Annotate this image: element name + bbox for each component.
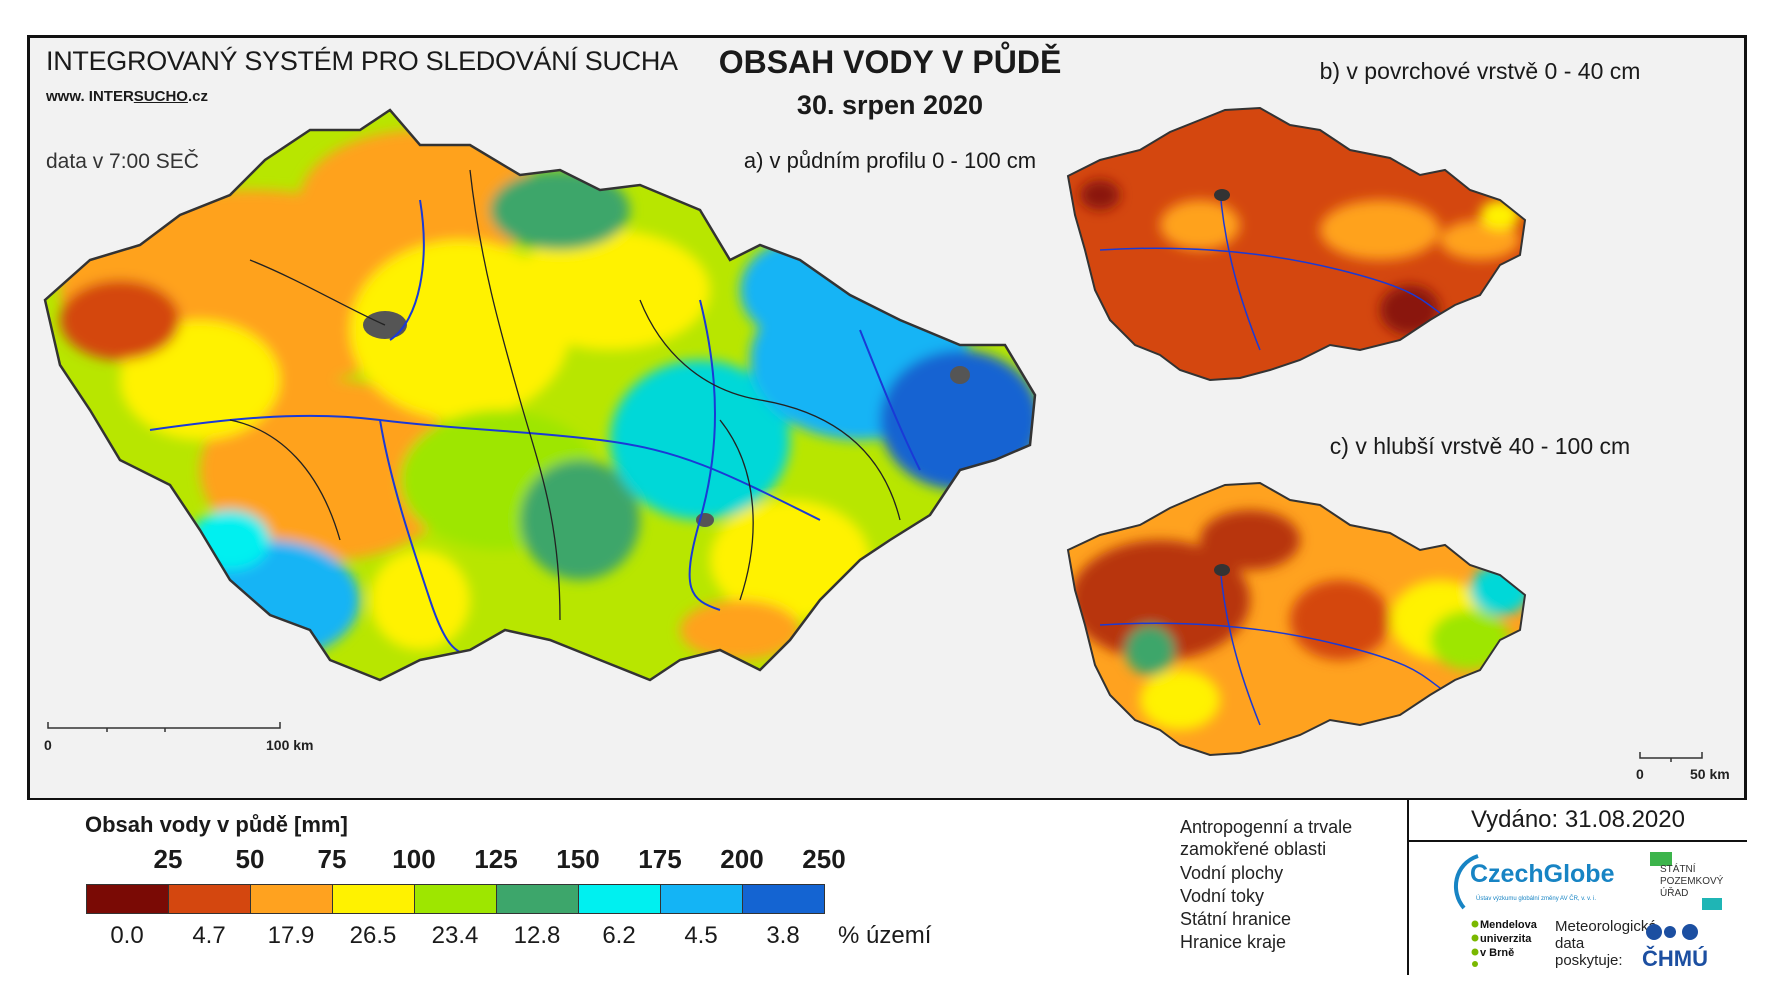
legend-state-border-label: Státní hranice xyxy=(1180,909,1292,929)
class-percent: 0.0 xyxy=(110,922,144,949)
spu-line: STÁTNÍ xyxy=(1660,864,1696,875)
issued-date: Vydáno: 31.08.2020 xyxy=(1471,806,1685,833)
meteo-line: poskytuje: xyxy=(1555,952,1623,969)
legend-swatch xyxy=(332,884,415,914)
legend-swatch xyxy=(250,884,333,914)
legend-river-label: Vodní toky xyxy=(1180,886,1265,906)
map-c-border xyxy=(1066,481,1527,757)
scale-main-zero: 0 xyxy=(44,737,52,753)
mendel-logo[interactable]: Mendelova univerzita v Brně xyxy=(1470,918,1560,968)
class-percent: 17.9 xyxy=(267,922,315,949)
website-suffix: .cz xyxy=(187,88,208,105)
class-limit: 75 xyxy=(317,844,347,874)
czechglobe-logo[interactable]: CzechGlobe Ústav výzkumu globální změny … xyxy=(1448,852,1614,914)
legend-swatch xyxy=(414,884,497,914)
legend-swatch xyxy=(742,884,825,914)
class-limit: 100 xyxy=(392,844,436,874)
spu-line: ÚŘAD xyxy=(1660,888,1689,899)
meteo-line: data xyxy=(1555,935,1585,952)
legend-title: Obsah vody v půdě [mm] xyxy=(85,812,348,837)
map-a-soil-profile xyxy=(45,110,1035,680)
scale-small-end: 50 km xyxy=(1690,766,1730,782)
mendel-text: Mendelova univerzita v Brně xyxy=(1480,918,1537,960)
chmu-logo[interactable]: ČHMÚ xyxy=(1642,918,1722,971)
system-title: INTEGROVANÝ SYSTÉM PRO SLEDOVÁNÍ SUCHA xyxy=(46,46,678,76)
map-a-label: a) v půdním profilu 0 - 100 cm xyxy=(743,148,1037,173)
mendel-dots-icon xyxy=(1471,920,1479,967)
czechglobe-name: CzechGlobe xyxy=(1470,860,1615,888)
mendel-line: Mendelova xyxy=(1480,919,1537,931)
class-percent: 3.8 xyxy=(766,922,800,949)
website-link[interactable]: www. INTERSUCHO.cz xyxy=(46,88,208,105)
czechglobe-sub: Ústav výzkumu globální změny AV ČR, v. v… xyxy=(1476,896,1597,902)
map-c-label: c) v hlubší vrstvě 40 - 100 cm xyxy=(1329,433,1631,459)
legend-swatch xyxy=(496,884,579,914)
scale-main-end: 100 km xyxy=(266,737,314,753)
map-b-surface-layer xyxy=(1068,108,1525,380)
meteo-line: Meteorologická xyxy=(1555,918,1657,935)
scale-small-zero: 0 xyxy=(1636,766,1644,782)
class-percent: 23.4 xyxy=(431,922,479,949)
class-limit: 200 xyxy=(720,844,764,874)
spu-square-icon xyxy=(1650,852,1722,910)
class-limit: 175 xyxy=(638,844,682,874)
scale-bar-small xyxy=(1639,752,1703,762)
class-percent: 4.7 xyxy=(192,922,226,949)
legend-water-body-label: Vodní plochy xyxy=(1180,863,1284,883)
mendel-line: univerzita xyxy=(1480,933,1532,945)
legend-swatch xyxy=(86,884,169,914)
page-title: OBSAH VODY V PŮDĚ xyxy=(718,44,1062,80)
scale-bar-main xyxy=(47,722,281,732)
legend-swatch xyxy=(578,884,661,914)
class-limit: 50 xyxy=(235,844,265,874)
czechglobe-arc-icon xyxy=(1454,854,1479,910)
footer-divider xyxy=(1407,798,1409,975)
class-limit: 150 xyxy=(556,844,600,874)
chmu-name: ČHMÚ xyxy=(1642,946,1708,971)
footer-divider xyxy=(1407,840,1747,842)
spu-line: POZEMKOVÝ xyxy=(1660,876,1724,887)
class-limit: 125 xyxy=(474,844,518,874)
legend-swatch xyxy=(168,884,251,914)
mendel-line: v Brně xyxy=(1480,947,1515,959)
class-percent: 6.2 xyxy=(602,922,636,949)
map-b-label: b) v povrchové vrstvě 0 - 40 cm xyxy=(1319,58,1641,84)
class-percent: 4.5 xyxy=(684,922,718,949)
legend-swatch xyxy=(660,884,743,914)
class-percent: 26.5 xyxy=(349,922,397,949)
percent-unit: % území xyxy=(838,922,932,949)
class-limit: 25 xyxy=(153,844,183,874)
class-percent: 12.8 xyxy=(513,922,561,949)
map-b-border xyxy=(1066,106,1527,382)
page-date: 30. srpen 2020 xyxy=(796,90,984,120)
legend-region-border-label: Hranice kraje xyxy=(1180,932,1287,952)
website-mid: SUCHO xyxy=(133,88,188,105)
spu-text: STÁTNÍ POZEMKOVÝ ÚŘAD xyxy=(1660,864,1723,900)
data-time: data v 7:00 SEČ xyxy=(46,150,199,173)
chmu-circles-icon xyxy=(1646,924,1698,940)
legend-wetland-label: Antropogenní a trvale zamokřené oblasti xyxy=(1180,817,1353,859)
meteo-provider: Meteorologická data poskytuje: xyxy=(1555,918,1657,969)
spu-logo[interactable]: STÁTNÍ POZEMKOVÝ ÚŘAD xyxy=(1650,852,1730,912)
website-prefix: www. INTER xyxy=(46,88,134,105)
class-limit: 250 xyxy=(802,844,846,874)
